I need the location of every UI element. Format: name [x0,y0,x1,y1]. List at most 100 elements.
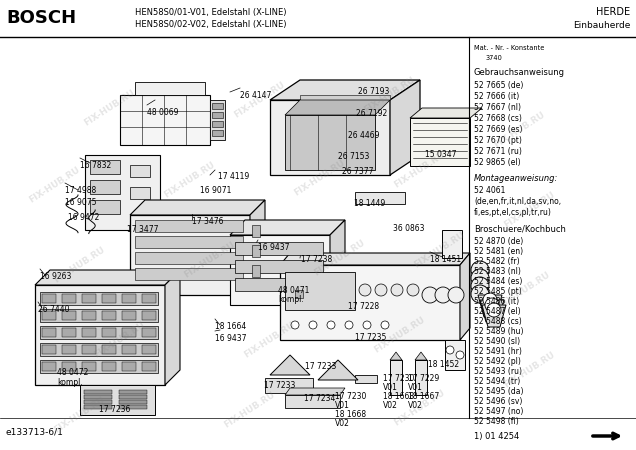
Polygon shape [280,253,470,265]
Polygon shape [40,326,158,339]
Circle shape [391,284,403,296]
Text: 26 7193: 26 7193 [358,87,389,96]
Text: 52 5482 (fr): 52 5482 (fr) [474,257,520,266]
Text: 52 5496 (sv): 52 5496 (sv) [474,397,522,406]
Polygon shape [252,245,260,257]
Polygon shape [42,328,56,337]
Polygon shape [135,252,243,264]
Text: HEN58S0/01-V01, Edelstahl (X-LINE): HEN58S0/01-V01, Edelstahl (X-LINE) [135,8,286,17]
Circle shape [471,261,489,279]
Polygon shape [212,112,223,118]
Text: FIX-HUB.RU: FIX-HUB.RU [183,240,237,280]
Text: 26 7192: 26 7192 [356,109,387,118]
Text: (de,en,fr,it,nl,da,sv,no,: (de,en,fr,it,nl,da,sv,no, [474,197,561,206]
Circle shape [487,303,501,317]
Text: 52 5484 (es): 52 5484 (es) [474,277,522,286]
Polygon shape [355,375,377,383]
Polygon shape [212,103,223,109]
Polygon shape [265,378,313,393]
Text: FIX-HUB.RU: FIX-HUB.RU [93,320,147,360]
Text: FIX-HUB.RU: FIX-HUB.RU [393,388,447,428]
Text: FIX-HUB.RU: FIX-HUB.RU [373,315,427,355]
Text: 52 5498 (fi): 52 5498 (fi) [474,417,519,426]
Circle shape [407,284,419,296]
Text: FIX-HUB.RU: FIX-HUB.RU [393,150,447,190]
Polygon shape [415,352,427,360]
Circle shape [359,284,371,296]
Text: 17 7233: 17 7233 [305,362,336,371]
Text: V02: V02 [383,401,398,410]
Circle shape [381,321,389,329]
Text: 18 1667: 18 1667 [408,392,439,401]
Circle shape [446,346,454,354]
Text: 26 4469: 26 4469 [348,131,380,140]
Polygon shape [102,328,116,337]
Text: Mat. - Nr. - Konstante: Mat. - Nr. - Konstante [474,45,544,51]
Polygon shape [82,362,96,371]
Polygon shape [42,362,56,371]
Polygon shape [40,309,158,322]
Text: FIX-HUB.RU: FIX-HUB.RU [163,160,217,200]
Text: 17 4988: 17 4988 [65,186,96,195]
Polygon shape [270,100,390,175]
Polygon shape [355,192,405,204]
Polygon shape [62,362,76,371]
Polygon shape [122,328,136,337]
Text: 52 5497 (no): 52 5497 (no) [474,407,523,416]
Polygon shape [80,385,155,415]
Text: 52 5494 (tr): 52 5494 (tr) [474,377,520,386]
Text: 52 5486 (it): 52 5486 (it) [474,297,519,306]
Circle shape [471,269,489,287]
Polygon shape [285,272,355,310]
Polygon shape [300,95,390,100]
Polygon shape [142,328,156,337]
Text: 18 1664: 18 1664 [215,322,246,331]
Polygon shape [482,305,506,327]
Text: 52 7671 (ru): 52 7671 (ru) [474,147,522,156]
Polygon shape [165,270,180,385]
Polygon shape [285,100,390,115]
Text: 52 7668 (cs): 52 7668 (cs) [474,114,522,123]
Polygon shape [82,294,96,303]
Polygon shape [40,360,158,373]
Text: 52 7669 (es): 52 7669 (es) [474,125,523,134]
Polygon shape [130,200,265,215]
Text: 52 4061: 52 4061 [474,186,506,195]
Polygon shape [62,328,76,337]
Text: 17 7235: 17 7235 [355,333,387,342]
Text: 17 7229: 17 7229 [408,374,439,383]
Polygon shape [85,155,160,230]
Text: FIX-HUB.RU: FIX-HUB.RU [223,390,277,430]
Polygon shape [119,400,147,404]
Polygon shape [235,242,323,255]
Text: 1) 01 4254: 1) 01 4254 [474,432,519,441]
Text: 16 7832: 16 7832 [80,161,111,170]
Polygon shape [280,265,460,340]
Polygon shape [90,200,120,214]
Text: 52 9865 (el): 52 9865 (el) [474,158,521,167]
Circle shape [435,287,451,303]
Text: 36 0863: 36 0863 [393,224,424,233]
Text: 16 9075: 16 9075 [65,198,97,207]
Text: 16 9071: 16 9071 [200,186,232,195]
Text: FIX-HUB.RU: FIX-HUB.RU [313,238,367,278]
Text: 26 7377: 26 7377 [342,167,373,176]
Text: fi,es,pt,el,cs,pl,tr,ru): fi,es,pt,el,cs,pl,tr,ru) [474,208,552,217]
Polygon shape [390,80,420,175]
Polygon shape [290,285,305,300]
Text: 16 9472: 16 9472 [68,213,99,222]
Text: 17 3476: 17 3476 [192,217,223,226]
Polygon shape [230,235,330,305]
Circle shape [448,287,464,303]
Polygon shape [102,294,116,303]
Text: V02: V02 [335,419,350,428]
Polygon shape [415,360,427,395]
Polygon shape [42,311,56,320]
Text: V02: V02 [408,401,423,410]
Text: 52 5481 (en): 52 5481 (en) [474,247,523,256]
Polygon shape [119,405,147,409]
Text: 52 5485 (pt): 52 5485 (pt) [474,287,522,296]
Polygon shape [478,295,502,317]
Polygon shape [102,311,116,320]
Polygon shape [210,100,225,140]
